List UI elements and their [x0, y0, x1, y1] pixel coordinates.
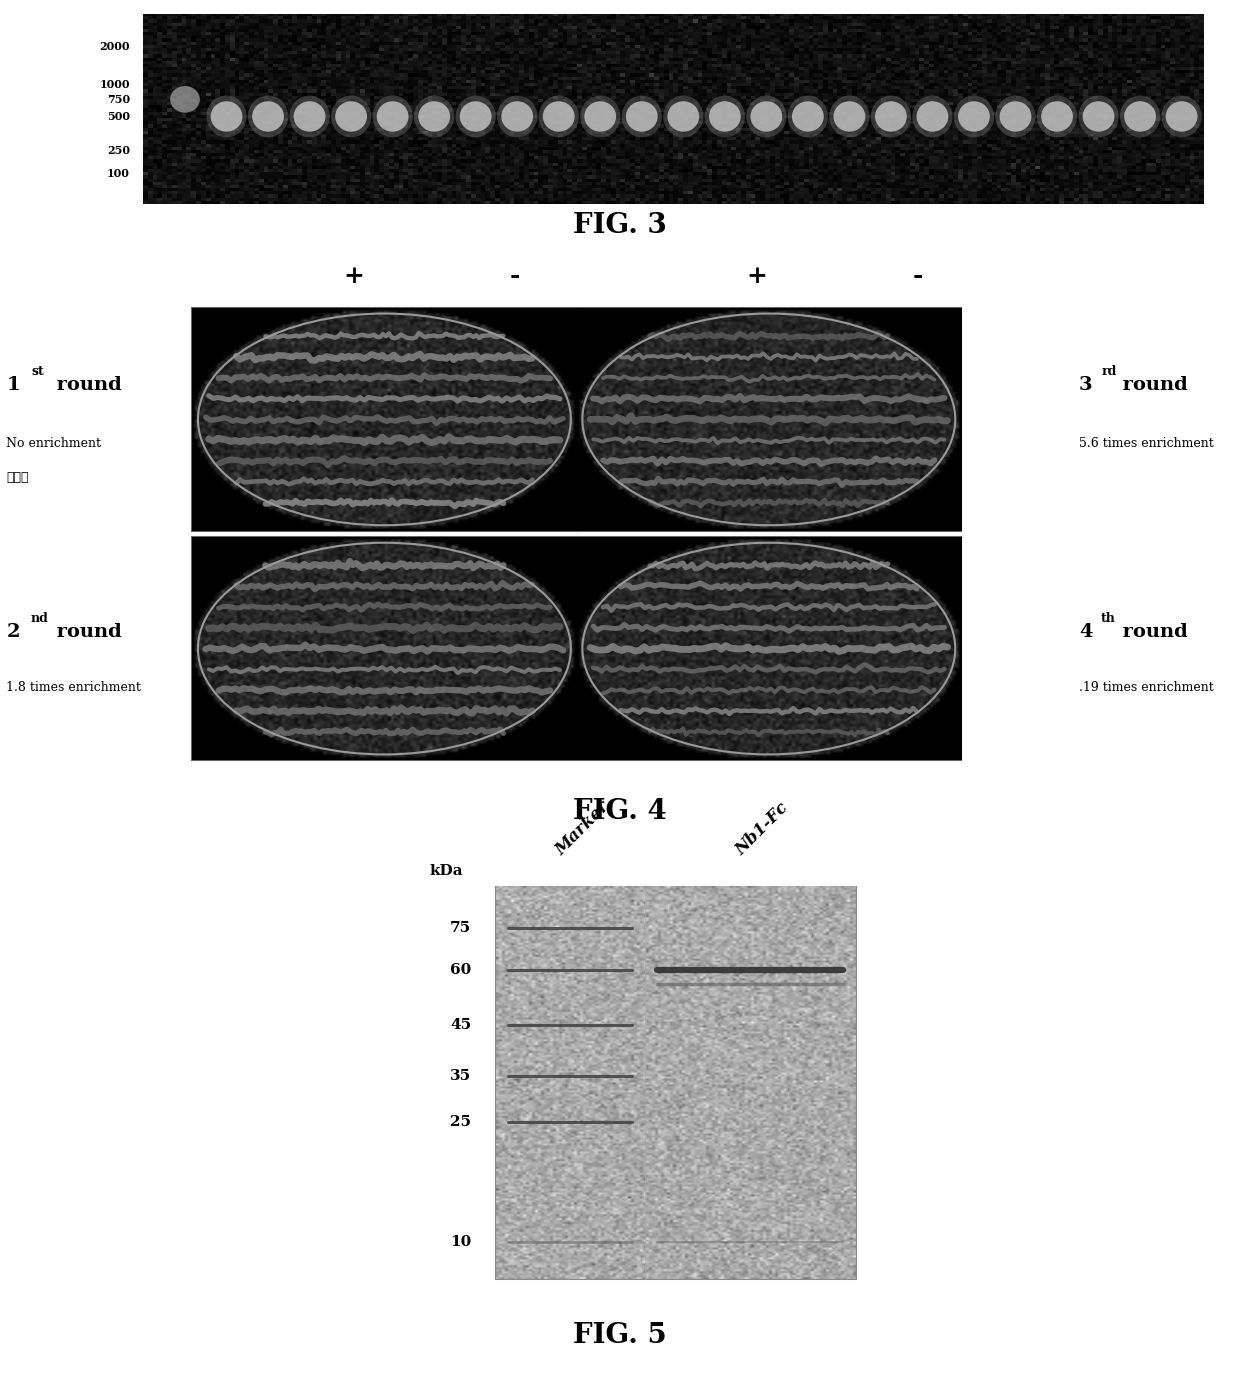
Ellipse shape [1162, 95, 1202, 138]
Ellipse shape [709, 101, 740, 132]
Text: -: - [913, 265, 923, 288]
Ellipse shape [1037, 95, 1078, 138]
Text: 1000: 1000 [99, 79, 130, 90]
Ellipse shape [959, 101, 990, 132]
Ellipse shape [1083, 101, 1115, 132]
Text: round: round [50, 623, 122, 641]
Ellipse shape [252, 101, 284, 132]
Ellipse shape [372, 95, 413, 138]
Ellipse shape [750, 101, 782, 132]
Text: th: th [1101, 612, 1116, 624]
Ellipse shape [294, 101, 325, 132]
Ellipse shape [746, 95, 786, 138]
Ellipse shape [206, 95, 247, 138]
Text: 不富集: 不富集 [6, 471, 29, 484]
Text: 750: 750 [107, 94, 130, 105]
Ellipse shape [335, 101, 367, 132]
Ellipse shape [497, 95, 537, 138]
Text: .19 times enrichment: .19 times enrichment [1079, 681, 1214, 693]
Text: 10: 10 [450, 1235, 471, 1250]
Text: round: round [1116, 623, 1188, 641]
Ellipse shape [792, 101, 823, 132]
Text: 3: 3 [1079, 376, 1092, 394]
Text: FIG. 3: FIG. 3 [573, 212, 667, 240]
Ellipse shape [418, 101, 450, 132]
Text: nd: nd [31, 612, 48, 624]
Text: 500: 500 [107, 112, 130, 123]
Ellipse shape [704, 95, 745, 138]
Ellipse shape [460, 101, 491, 132]
Text: 60: 60 [450, 963, 471, 977]
Ellipse shape [248, 95, 288, 138]
Ellipse shape [414, 95, 454, 138]
Text: FIG. 5: FIG. 5 [573, 1322, 667, 1349]
Ellipse shape [289, 95, 330, 138]
Ellipse shape [1079, 95, 1118, 138]
Text: 250: 250 [107, 145, 130, 156]
Text: Marker: Marker [552, 798, 613, 858]
Text: kDa: kDa [429, 864, 464, 878]
Text: -: - [510, 265, 520, 288]
Ellipse shape [538, 95, 579, 138]
Ellipse shape [543, 101, 574, 132]
Ellipse shape [875, 101, 906, 132]
Ellipse shape [1042, 101, 1073, 132]
Text: 5.6 times enrichment: 5.6 times enrichment [1079, 437, 1214, 449]
Text: 1: 1 [6, 376, 20, 394]
Ellipse shape [377, 101, 408, 132]
Text: 2: 2 [6, 623, 20, 641]
Ellipse shape [667, 101, 699, 132]
Ellipse shape [916, 101, 949, 132]
Ellipse shape [870, 95, 911, 138]
Ellipse shape [833, 101, 866, 132]
Bar [577, 309, 961, 531]
Ellipse shape [621, 95, 662, 138]
Text: st: st [31, 365, 43, 378]
Ellipse shape [1125, 101, 1156, 132]
Text: +: + [343, 265, 363, 288]
Text: rd: rd [1101, 365, 1116, 378]
Text: 25: 25 [450, 1115, 471, 1129]
Ellipse shape [626, 101, 657, 132]
Text: 1.8 times enrichment: 1.8 times enrichment [6, 681, 141, 693]
Bar [577, 537, 961, 761]
Text: 4: 4 [1079, 623, 1092, 641]
Bar [192, 309, 577, 531]
Text: 45: 45 [450, 1018, 471, 1032]
Ellipse shape [584, 101, 616, 132]
Text: 35: 35 [450, 1069, 471, 1083]
Bar [192, 537, 577, 761]
Ellipse shape [787, 95, 828, 138]
Ellipse shape [580, 95, 620, 138]
Text: FIG. 4: FIG. 4 [573, 798, 667, 825]
Text: No enrichment: No enrichment [6, 437, 102, 449]
Ellipse shape [830, 95, 869, 138]
Text: 75: 75 [450, 922, 471, 936]
Text: 100: 100 [107, 168, 130, 179]
Text: Nb1-Fc: Nb1-Fc [732, 799, 791, 858]
Ellipse shape [211, 101, 243, 132]
Text: round: round [1116, 376, 1188, 394]
Text: round: round [50, 376, 122, 394]
Ellipse shape [954, 95, 994, 138]
Ellipse shape [999, 101, 1032, 132]
Ellipse shape [663, 95, 703, 138]
Ellipse shape [501, 101, 533, 132]
Ellipse shape [913, 95, 952, 138]
Ellipse shape [455, 95, 496, 138]
Ellipse shape [996, 95, 1035, 138]
Text: 2000: 2000 [99, 40, 130, 51]
Ellipse shape [1120, 95, 1161, 138]
Bar [496, 887, 856, 1279]
Ellipse shape [331, 95, 371, 138]
Text: +: + [746, 265, 766, 288]
Ellipse shape [170, 85, 200, 113]
Ellipse shape [1166, 101, 1198, 132]
